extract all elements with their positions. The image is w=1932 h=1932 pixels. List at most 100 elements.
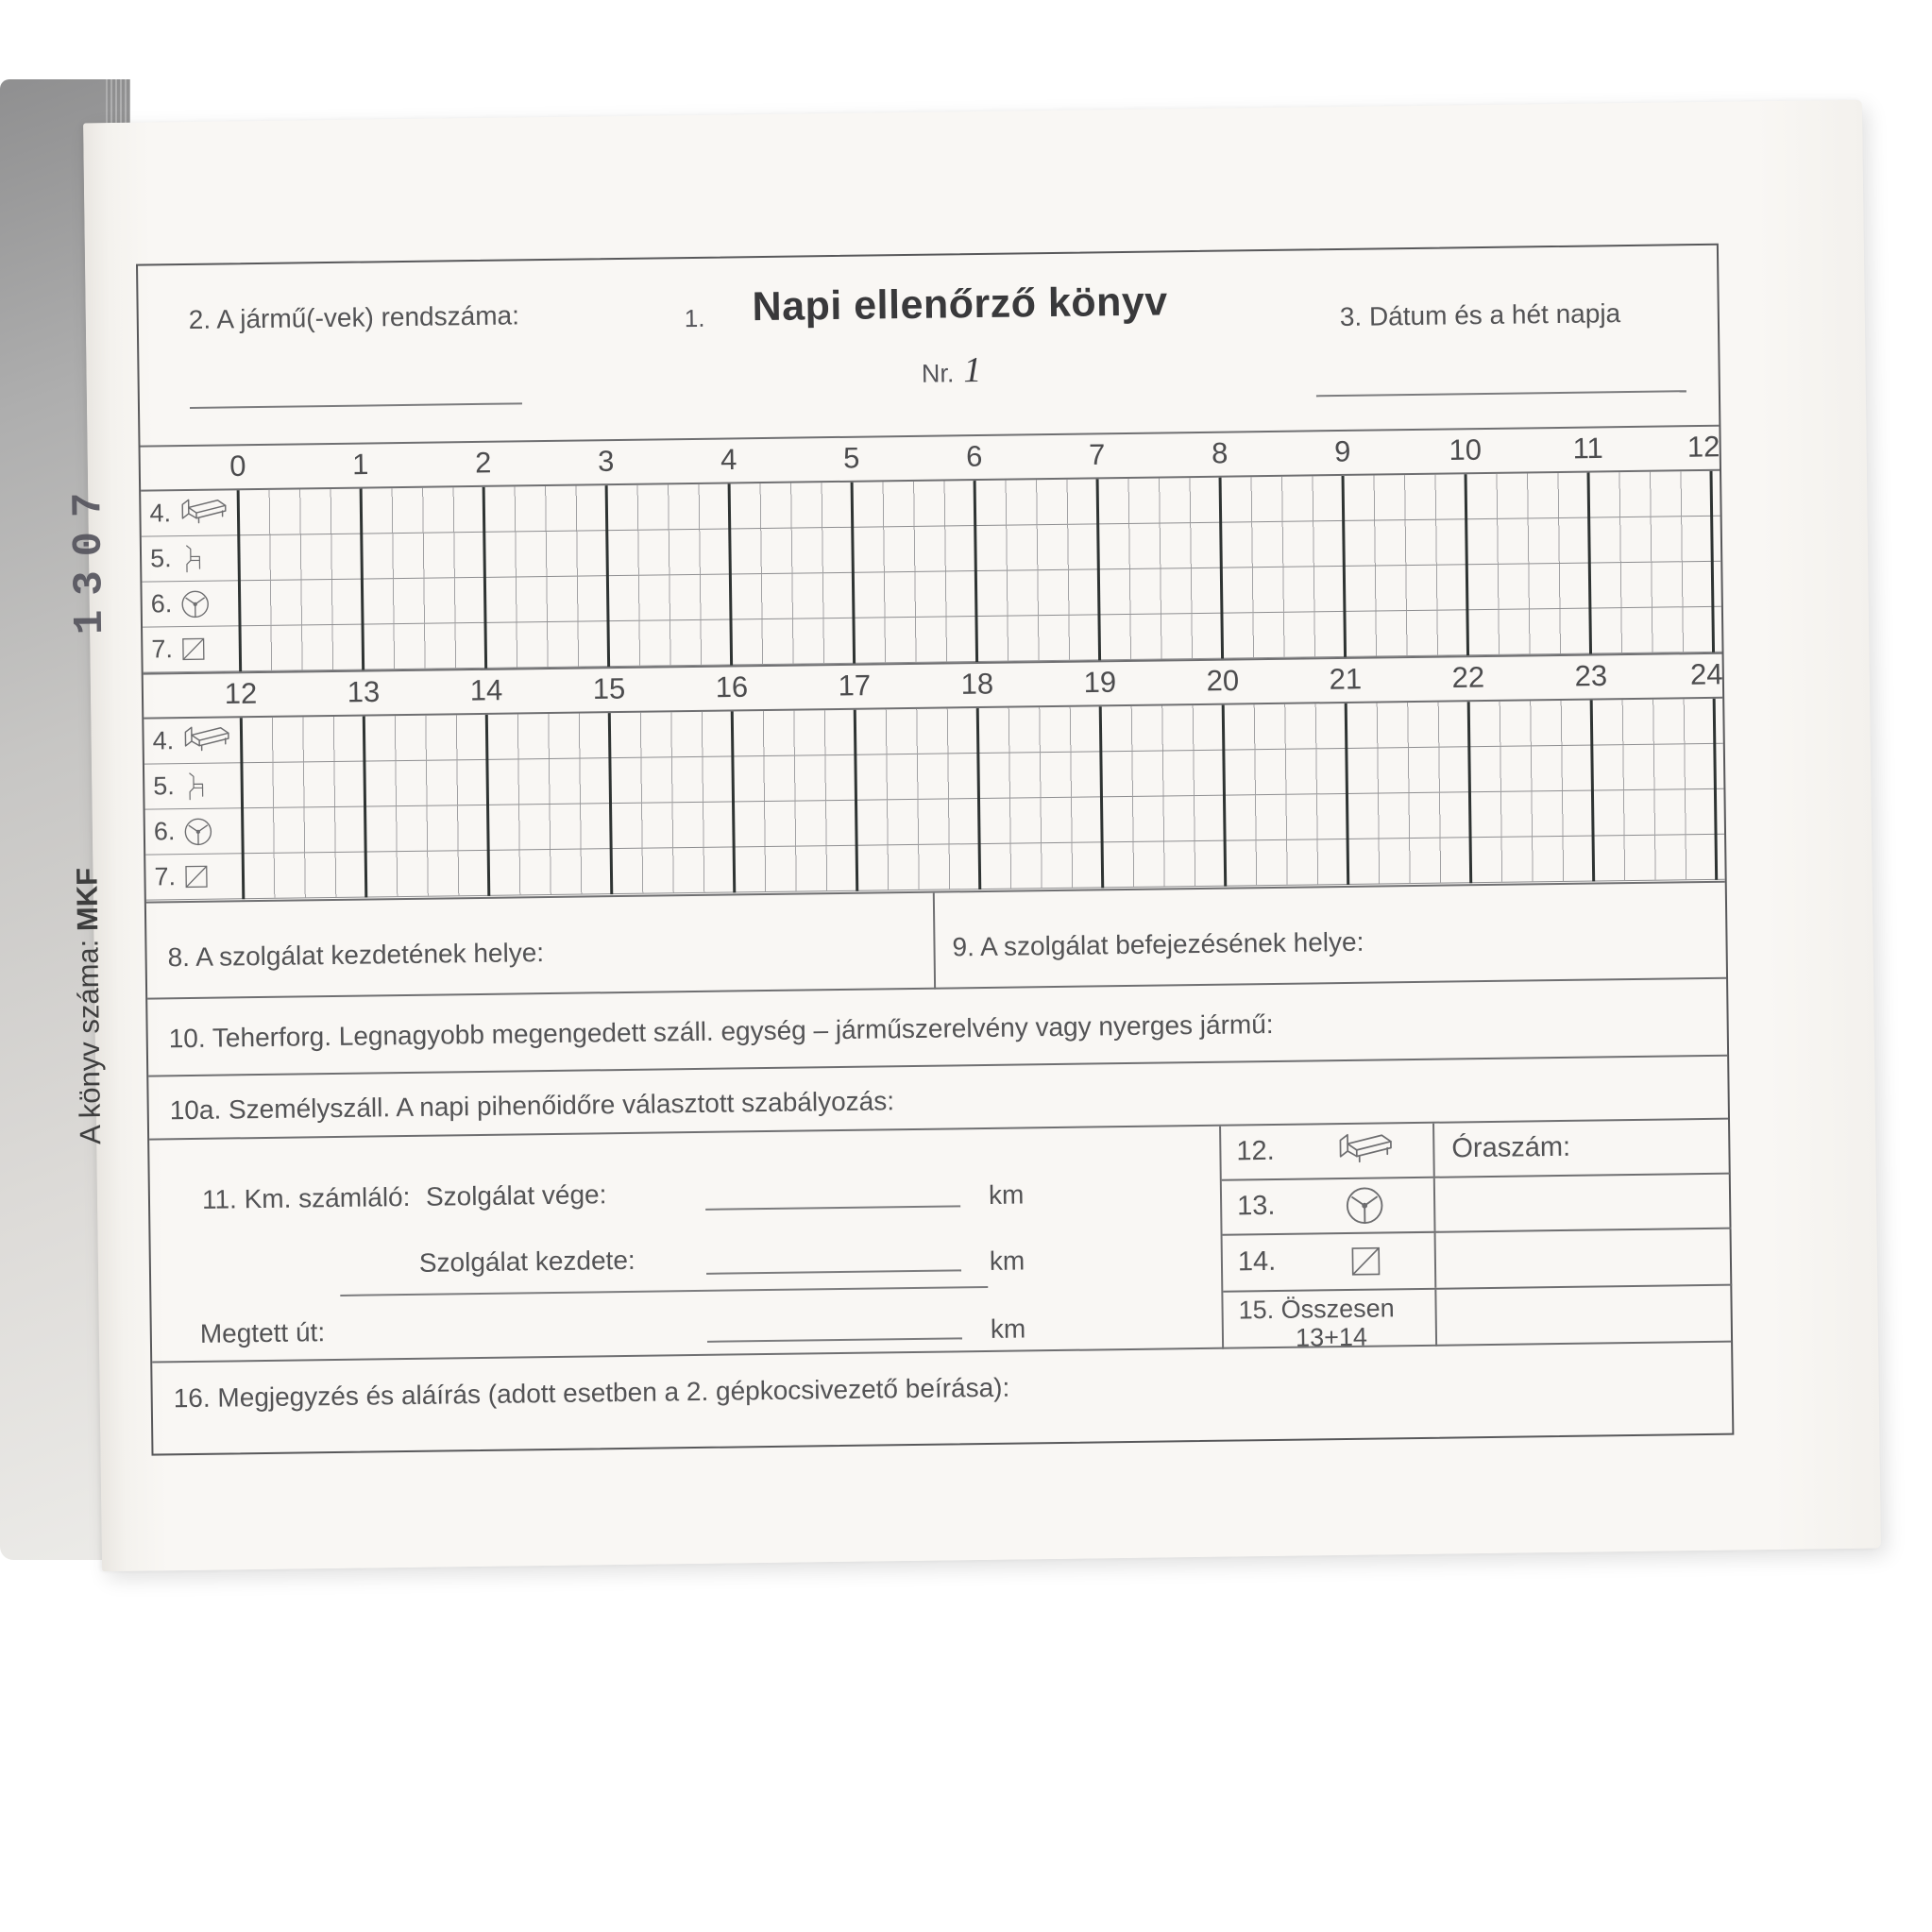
hour-label: 6 <box>965 439 983 473</box>
hours-table-column-divider <box>1432 1178 1436 1231</box>
page: 1307 A könyv száma: MKF 2. A jármű(-vek)… <box>65 99 1881 1572</box>
km-unit-1: km <box>988 1179 1025 1210</box>
bed-icon <box>180 723 229 758</box>
row-number: 6. <box>150 589 173 619</box>
row-number: 5. <box>149 544 172 573</box>
form-title: Napi ellenőrző könyv <box>752 279 1168 330</box>
nr-label: Nr. <box>921 359 955 388</box>
hour-label: 8 <box>1211 435 1229 469</box>
row-label: 5. <box>144 763 243 808</box>
steering-wheel-icon <box>181 815 213 847</box>
service-end-place-label: 9. A szolgálat befejezésének helye: <box>952 926 1364 962</box>
hour-label: 5 <box>842 440 860 474</box>
vehicle-plate-underline <box>189 402 522 409</box>
row-label: 6. <box>145 808 244 854</box>
hours-table-column-divider <box>1432 1123 1435 1177</box>
km-unit-3: km <box>990 1313 1026 1344</box>
service-start-km-label: Szolgálat kezdete: <box>418 1245 636 1278</box>
row-number: 4. <box>152 726 175 755</box>
hour-label: 4 <box>720 442 737 476</box>
book-number-value: MKF <box>70 867 105 932</box>
row-label: 6. <box>142 581 240 626</box>
hour-label: 22 <box>1451 660 1485 694</box>
hours-table-row-icon <box>1304 1243 1427 1280</box>
subtraction-line <box>340 1285 989 1296</box>
hour-label: 23 <box>1574 658 1608 692</box>
hours-table-row: 15. Összesen 13+14 <box>1223 1286 1733 1352</box>
hours-table-row-number: 13. <box>1236 1190 1276 1222</box>
row-number: 6. <box>153 817 176 846</box>
passenger-label: 10a. Személyszáll. A napi pihenőidőre vá… <box>169 1086 895 1126</box>
hour-label: 20 <box>1206 663 1240 697</box>
vehicle-plate-label: 2. A jármű(-vek) rendszáma: <box>188 300 520 334</box>
section-odometer: 11. Km. számláló: Szolgálat vége: km Szo… <box>149 1117 1734 1364</box>
hour-label: 9 <box>1333 433 1351 468</box>
book-serial-stamp: 1307 <box>64 478 115 636</box>
hour-label: 24 <box>1689 656 1723 691</box>
other-work-icon <box>1347 1244 1382 1279</box>
hours-table-row-icon <box>1303 1183 1427 1229</box>
row-number: 7. <box>154 862 177 891</box>
hour-label: 11 <box>1572 431 1603 465</box>
service-start-km-underline <box>706 1269 962 1275</box>
hours-table-row: 12. Óraszám: <box>1221 1119 1731 1181</box>
hour-label: 14 <box>469 672 503 707</box>
row-label: 4. <box>144 718 242 763</box>
hour-label: 16 <box>715 669 749 703</box>
row-label: 5. <box>142 535 240 581</box>
time-grid-rows: 4. 5. 6. 7. <box>144 698 1725 901</box>
time-grid-12-24: 12 13 14 15 16 17 18 19 20 21 22 23 24 4. 5. 6. 7. <box>143 652 1725 901</box>
chair-icon <box>178 542 203 575</box>
hours-table-column-divider <box>1433 1232 1437 1288</box>
service-end-km-underline <box>705 1205 961 1211</box>
hours-table-row: 13. <box>1221 1174 1732 1236</box>
hour-label: 15 <box>592 670 626 705</box>
service-start-place-label: 8. A szolgálat kezdetének helye: <box>167 938 545 973</box>
steering-wheel-icon <box>178 587 211 619</box>
hour-label: 21 <box>1329 661 1363 696</box>
section-remarks: 16. Megjegyzés és aláírás (adott esetben… <box>152 1340 1733 1456</box>
service-end-km-label: Szolgálat vége: <box>425 1179 607 1212</box>
hour-label: 19 <box>1083 665 1117 699</box>
chair-icon <box>181 770 207 803</box>
row-number: 5. <box>153 771 175 801</box>
hours-table-row-number: 14. <box>1237 1246 1277 1278</box>
serial-number: Nr. 1 <box>866 348 1037 392</box>
time-grid-rows: 4. 5. 6. 7. <box>141 470 1722 673</box>
row-label: 7. <box>143 626 241 671</box>
km-unit-2: km <box>989 1246 1025 1276</box>
row-number: 7. <box>151 635 174 664</box>
bed-icon <box>1334 1130 1394 1171</box>
hour-label: 2 <box>474 445 492 480</box>
hours-table-total-label: 15. Összesen 13+14 <box>1238 1294 1424 1353</box>
date-underline <box>1315 390 1686 398</box>
title-number: 1. <box>684 303 705 333</box>
remarks-label: 16. Megjegyzés és aláírás (adott esetben… <box>173 1372 1010 1414</box>
hours-header-label: Óraszám: <box>1451 1131 1571 1164</box>
date-label: 3. Dátum és a hét napja <box>1339 298 1621 331</box>
hour-label: 13 <box>347 674 381 708</box>
hours-table-column-divider <box>1434 1289 1438 1347</box>
steering-wheel-icon <box>1343 1183 1387 1228</box>
hour-label: 17 <box>838 668 872 703</box>
other-work-icon <box>179 636 207 663</box>
distance-label: Megtett út: <box>199 1317 326 1348</box>
hour-label: 7 <box>1088 437 1106 471</box>
daily-log-form: 2. A jármű(-vek) rendszáma: 1. Napi elle… <box>135 243 1735 1456</box>
section89-divider <box>932 892 937 990</box>
odometer-label: 11. Km. számláló: <box>201 1181 411 1214</box>
time-grid-0-12: 0 1 2 3 4 5 6 7 8 9 10 11 12 4. 5. 6. 7. <box>140 424 1722 673</box>
hour-label: 0 <box>229 449 246 483</box>
hour-label: 3 <box>597 444 615 478</box>
row-label: 4. <box>141 490 239 535</box>
row-label: 7. <box>145 854 244 899</box>
book-number: A könyv száma: MKF <box>69 783 116 1229</box>
hour-label: 18 <box>960 666 994 701</box>
hours-table-row-icon <box>1302 1130 1426 1172</box>
bed-icon <box>178 496 227 531</box>
nr-value: 1 <box>963 349 982 391</box>
row-number: 4. <box>149 499 172 528</box>
hour-label: 10 <box>1449 432 1483 466</box>
total-line1: 15. Összesen <box>1238 1294 1395 1325</box>
